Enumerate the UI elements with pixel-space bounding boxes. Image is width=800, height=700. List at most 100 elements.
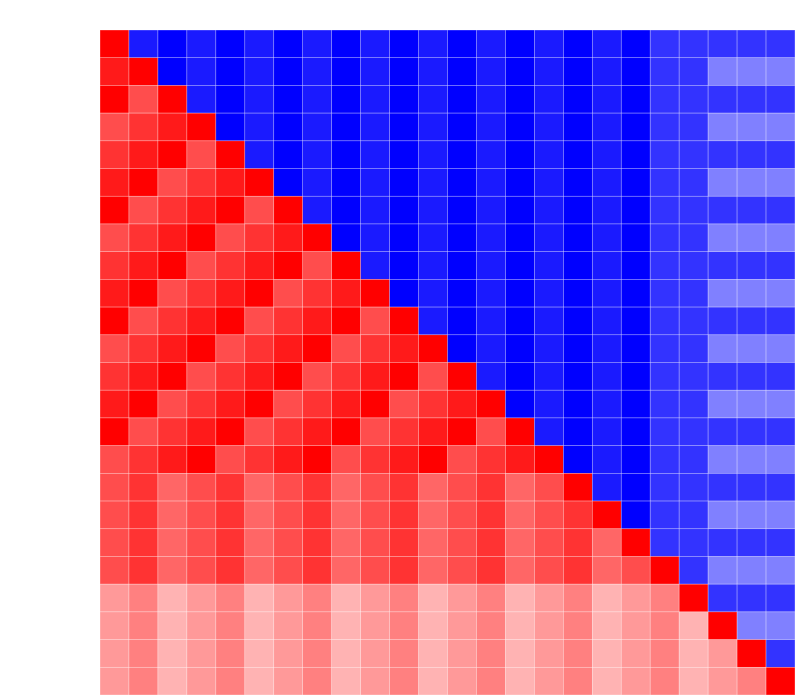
heatmap-cell [505, 611, 535, 640]
heatmap-cell [331, 611, 361, 640]
heatmap-cell [418, 362, 448, 391]
heatmap-cell [273, 168, 304, 197]
heatmap-cell [273, 251, 304, 280]
heatmap-cell [591, 583, 622, 613]
heatmap-cell [534, 639, 564, 668]
heatmap-cell [534, 362, 564, 391]
heatmap-cell [273, 528, 304, 557]
heatmap-cell [620, 279, 651, 308]
heatmap-cell [534, 140, 564, 169]
heatmap-cell [418, 85, 448, 114]
heatmap-cell [99, 389, 130, 419]
heatmap-cell [476, 112, 506, 142]
heatmap-cell [447, 389, 477, 419]
heatmap-cell [418, 334, 448, 363]
heatmap-cell [186, 168, 217, 197]
heatmap-cell [447, 306, 477, 336]
heatmap-cell [591, 556, 622, 585]
heatmap-cell [447, 417, 477, 446]
heatmap-cell [678, 583, 709, 613]
heatmap-cell [99, 251, 130, 280]
heatmap-cell [534, 112, 564, 142]
heatmap-cell [244, 473, 275, 502]
heatmap-cell [447, 85, 477, 114]
heatmap-cell [678, 57, 709, 86]
heatmap-cell [505, 445, 535, 474]
heatmap-cell [215, 112, 246, 142]
heatmap-cell [128, 639, 159, 668]
heatmap-cell [186, 417, 217, 446]
heatmap-cell [563, 611, 593, 640]
heatmap-cell [273, 639, 304, 668]
heatmap-cell [360, 251, 390, 280]
heatmap-cell [99, 85, 130, 114]
heatmap-cell [215, 611, 246, 640]
heatmap-cell [736, 583, 767, 613]
heatmap-cell [476, 168, 506, 197]
heatmap-cell [447, 223, 477, 252]
heatmap-cell [128, 556, 159, 585]
heatmap-cell [563, 417, 593, 446]
heatmap-cell [591, 473, 622, 502]
heatmap-cell [736, 57, 767, 86]
heatmap-cell [215, 334, 246, 363]
heatmap-cell [476, 195, 506, 225]
heatmap-cell [389, 389, 419, 419]
heatmap-cell [591, 251, 622, 280]
heatmap-cell [678, 417, 709, 446]
heatmap-cell [360, 583, 390, 613]
heatmap-cell [591, 140, 622, 169]
heatmap-cell [389, 362, 419, 391]
heatmap-cell [765, 223, 796, 252]
heatmap-cell [186, 251, 217, 280]
heatmap-cell [707, 362, 738, 391]
heatmap-cell [186, 223, 217, 252]
heatmap-cell [505, 85, 535, 114]
heatmap-cell [765, 639, 796, 668]
heatmap-cell [505, 639, 535, 668]
heatmap-cell [736, 556, 767, 585]
heatmap-cell [244, 140, 275, 169]
heatmap-cell [476, 528, 506, 557]
heatmap-cell [591, 528, 622, 557]
heatmap-cell [128, 611, 159, 640]
heatmap-cell [418, 251, 448, 280]
heatmap-cell [157, 334, 188, 363]
heatmap-cell [620, 500, 651, 530]
heatmap-cell [157, 611, 188, 640]
heatmap-cell [505, 556, 535, 585]
heatmap-cell [389, 306, 419, 336]
heatmap-cell [186, 611, 217, 640]
heatmap-cell [534, 168, 564, 197]
heatmap-cell [244, 85, 275, 114]
heatmap-cell [186, 556, 217, 585]
heatmap-cell [620, 583, 651, 613]
heatmap-cell [302, 500, 332, 530]
heatmap-cell [707, 389, 738, 419]
heatmap-cell [99, 500, 130, 530]
heatmap-cell [678, 611, 709, 640]
heatmap-cell [447, 500, 477, 530]
heatmap-cell [360, 556, 390, 585]
heatmap-cell [273, 112, 304, 142]
heatmap-cell [765, 528, 796, 557]
heatmap-cell [418, 500, 448, 530]
heatmap-cell [505, 279, 535, 308]
heatmap-cell [736, 223, 767, 252]
heatmap-cell [563, 57, 593, 86]
heatmap-cell [591, 195, 622, 225]
heatmap-cell [505, 251, 535, 280]
heatmap-cell [563, 168, 593, 197]
heatmap-cell [447, 57, 477, 86]
heatmap-cell [99, 29, 130, 59]
heatmap-cell [331, 140, 361, 169]
heatmap-cell [505, 473, 535, 502]
heatmap-cell [447, 279, 477, 308]
heatmap-cell [302, 251, 332, 280]
heatmap-cell [620, 389, 651, 419]
heatmap-cell [418, 666, 448, 696]
heatmap-cell [707, 168, 738, 197]
heatmap-cell [128, 500, 159, 530]
heatmap-cell [302, 583, 332, 613]
heatmap-cell [128, 251, 159, 280]
